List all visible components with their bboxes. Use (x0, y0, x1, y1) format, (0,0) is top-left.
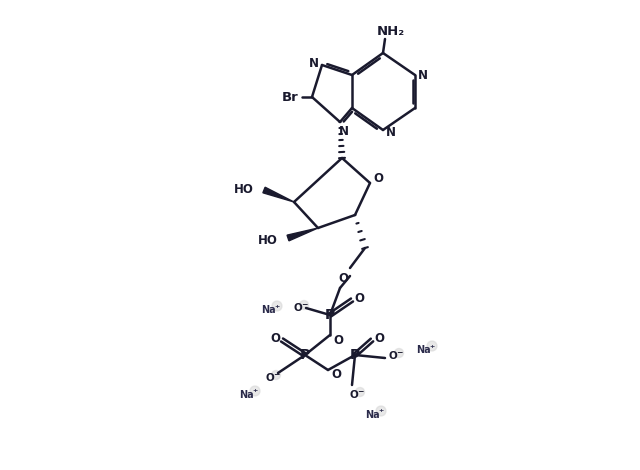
Text: −: − (273, 370, 279, 379)
Text: P: P (300, 348, 310, 362)
Text: O: O (388, 351, 397, 361)
Text: +: + (429, 344, 435, 348)
Circle shape (272, 301, 282, 311)
Text: HO: HO (258, 234, 278, 246)
Circle shape (376, 406, 386, 416)
Text: N: N (418, 69, 428, 81)
Text: +: + (378, 408, 383, 414)
Text: Br: Br (282, 91, 298, 103)
Text: O: O (338, 272, 348, 284)
Circle shape (271, 370, 280, 379)
Circle shape (427, 341, 437, 351)
Text: NH₂: NH₂ (377, 24, 405, 38)
Text: N: N (386, 125, 396, 139)
Text: P: P (325, 308, 335, 322)
Text: O: O (333, 334, 343, 346)
Text: N: N (309, 56, 319, 70)
Text: −: − (357, 387, 363, 397)
Text: O: O (266, 373, 275, 383)
Text: P: P (350, 348, 360, 362)
Text: O: O (270, 331, 280, 345)
Text: N: N (339, 125, 349, 138)
Circle shape (250, 386, 260, 396)
Circle shape (300, 300, 308, 310)
Text: HO: HO (234, 182, 254, 196)
Text: Na: Na (365, 410, 380, 420)
Polygon shape (263, 187, 294, 202)
Circle shape (394, 348, 403, 358)
Text: O: O (373, 172, 383, 185)
Text: Na: Na (416, 345, 430, 355)
Text: −: − (396, 348, 402, 358)
Text: O: O (331, 368, 341, 382)
Text: +: + (252, 389, 258, 393)
Text: Na: Na (260, 305, 275, 315)
Polygon shape (287, 228, 318, 241)
Text: O: O (374, 331, 384, 345)
Text: +: + (275, 304, 280, 308)
Text: O: O (294, 303, 302, 313)
Text: O: O (354, 291, 364, 305)
Text: Na: Na (239, 390, 253, 400)
Text: −: − (301, 300, 307, 310)
Text: O: O (349, 390, 358, 400)
Circle shape (355, 387, 365, 397)
